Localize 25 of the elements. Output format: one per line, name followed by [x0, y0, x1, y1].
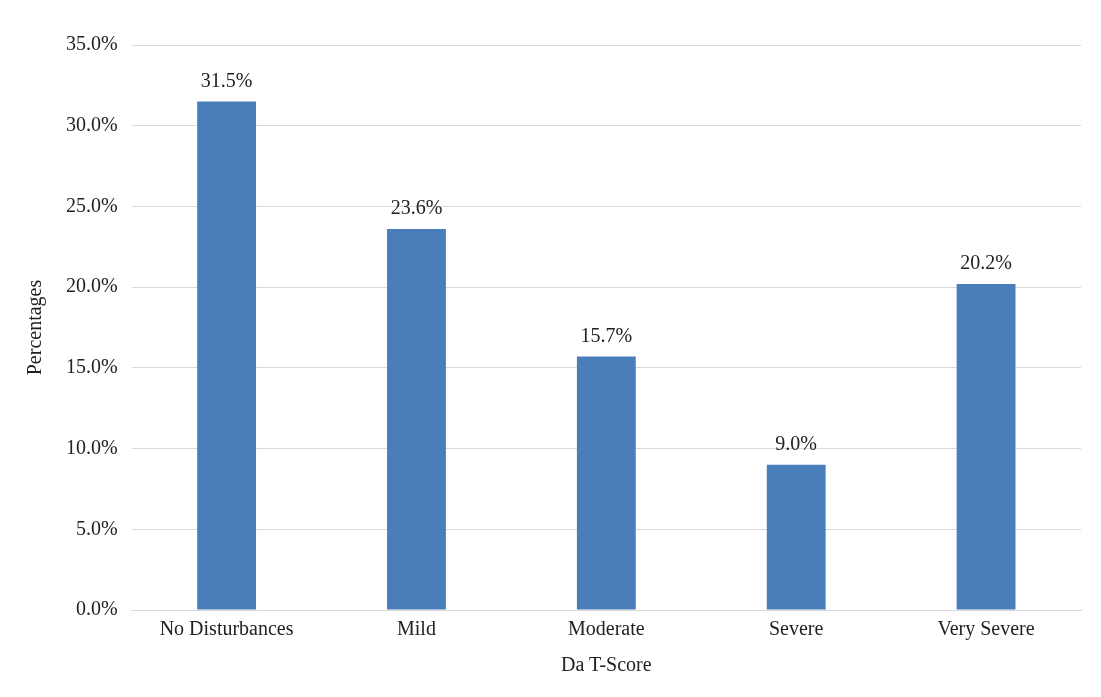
bar	[197, 101, 257, 610]
y-tick-label: 15.0%	[65, 355, 118, 378]
y-tick-label: 25.0%	[65, 193, 118, 216]
data-label: 20.2%	[960, 251, 1012, 274]
bar	[766, 464, 826, 610]
y-tick-label: 20.0%	[65, 274, 118, 297]
bar	[576, 356, 636, 610]
data-label: 31.5%	[200, 68, 253, 91]
bar	[956, 283, 1016, 610]
x-tick-label: No Disturbances	[159, 617, 294, 640]
y-tick-label: 30.0%	[65, 112, 118, 135]
y-tick-label: 5.0%	[75, 516, 118, 539]
y-axis-title: Percentages	[23, 279, 47, 376]
y-tick-label: 0.0%	[75, 597, 118, 620]
bar	[387, 229, 446, 610]
x-tick-label: Moderate	[568, 617, 645, 640]
data-label: 9.0%	[775, 431, 818, 454]
y-tick-label: 10.0%	[65, 435, 118, 458]
x-tick-label: Mild	[397, 617, 436, 640]
x-tick-label: Very Severe	[937, 617, 1035, 641]
data-label: 15.7%	[580, 323, 633, 346]
data-label: 23.6%	[390, 196, 443, 219]
x-tick-label: Severe	[768, 617, 824, 640]
y-tick-label: 35.0%	[65, 32, 118, 55]
x-axis-title: Da T-Score	[561, 653, 652, 676]
